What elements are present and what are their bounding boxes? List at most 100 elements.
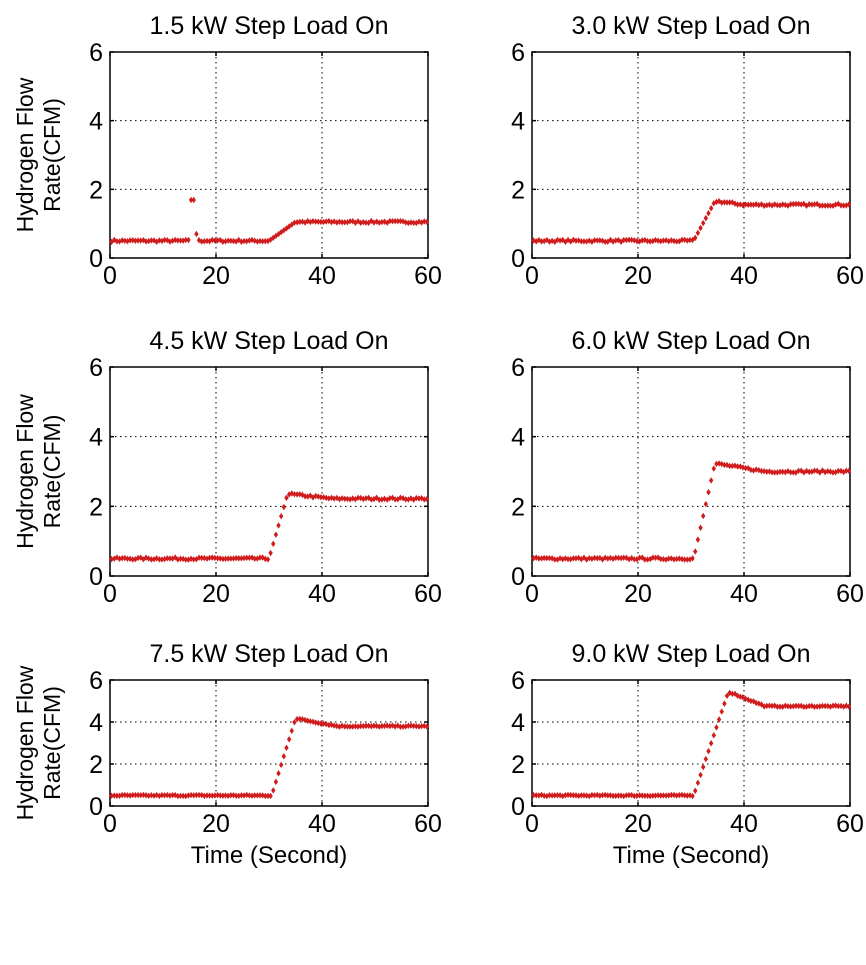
data-point: [751, 201, 756, 208]
data-point: [661, 237, 666, 244]
x-tick-label: 0: [525, 810, 539, 838]
data-point: [363, 722, 369, 730]
data-point: [759, 467, 764, 475]
data-point: [751, 698, 756, 705]
data-point: [719, 199, 724, 206]
data-point: [127, 792, 133, 799]
data-point: [756, 201, 762, 209]
data-point: [281, 503, 287, 511]
data-point: [804, 202, 809, 209]
data-point: [260, 238, 265, 245]
y-tick-label: 2: [511, 176, 525, 204]
data-point: [685, 237, 690, 244]
data-point: [557, 237, 563, 244]
y-tick-label: 2: [511, 493, 525, 521]
y-tick-label: 6: [89, 39, 103, 67]
data-point: [239, 792, 244, 799]
data-point: [565, 555, 571, 563]
x-tick-label: 20: [624, 580, 652, 608]
data-point: [387, 495, 393, 502]
data-point: [178, 237, 183, 244]
data-point: [284, 225, 289, 232]
data-point: [669, 237, 674, 244]
data-point: [284, 494, 289, 502]
data-point: [616, 792, 621, 799]
y-tick-label: 4: [511, 709, 525, 737]
data-point: [539, 555, 544, 562]
data-point: [764, 201, 769, 209]
data-point: [138, 791, 143, 799]
data-point: [146, 555, 151, 562]
data-point: [544, 554, 550, 562]
data-point: [130, 556, 135, 563]
data-point: [308, 718, 313, 725]
data-point: [775, 703, 780, 710]
data-point: [231, 237, 236, 245]
data-point: [804, 467, 809, 475]
data-point: [693, 787, 698, 794]
data-point: [748, 697, 754, 705]
data-point: [416, 495, 422, 502]
data-point: [159, 791, 165, 799]
data-point: [225, 555, 231, 562]
y-tick-label: 4: [511, 108, 525, 136]
data-point: [677, 555, 682, 562]
data-point: [632, 556, 637, 563]
data-point: [180, 555, 186, 563]
data-point: [597, 237, 603, 244]
x-tick-label: 40: [730, 580, 758, 608]
data-point: [793, 702, 799, 710]
data-point: [392, 496, 398, 503]
data-point: [677, 791, 682, 799]
data-point: [756, 700, 762, 707]
data-point: [825, 702, 830, 710]
data-point: [679, 791, 685, 799]
data-point: [135, 554, 141, 562]
data-point: [788, 703, 793, 710]
data-point: [223, 792, 228, 799]
data-point: [220, 792, 226, 799]
data-point: [738, 693, 743, 700]
data-point: [573, 792, 579, 799]
data-point: [600, 791, 605, 799]
data-point: [162, 236, 167, 244]
data-point: [188, 196, 194, 204]
data-point: [809, 702, 815, 710]
data-point: [223, 555, 228, 562]
y-tick-label: 0: [511, 563, 525, 591]
data-point: [579, 238, 584, 245]
data-point: [119, 791, 125, 799]
data-point: [406, 219, 411, 227]
data-point: [817, 202, 822, 209]
data-point: [165, 555, 170, 562]
data-point: [565, 236, 571, 244]
data-point: [175, 556, 181, 563]
data-point: [366, 722, 371, 730]
data-point: [414, 494, 419, 502]
data-point: [109, 792, 114, 799]
data-point: [167, 555, 173, 562]
data-point: [257, 237, 263, 245]
data-point: [292, 219, 297, 226]
data-point: [297, 491, 302, 498]
data-point: [645, 556, 650, 563]
data-point: [371, 722, 377, 729]
data-point: [722, 461, 727, 469]
data-point: [746, 201, 751, 208]
data-point: [210, 792, 215, 799]
data-point: [714, 460, 719, 468]
data-point: [233, 792, 239, 799]
y-axis-label-line1: Hydrogen Flow: [12, 665, 38, 820]
data-point: [730, 690, 735, 698]
data-point: [568, 555, 573, 563]
data-point: [316, 218, 321, 225]
data-point: [700, 763, 706, 771]
data-point: [637, 554, 642, 561]
data-points: [109, 196, 430, 246]
data-point: [587, 554, 592, 562]
data-point: [674, 555, 679, 563]
data-point: [820, 702, 825, 710]
data-point: [796, 200, 801, 208]
data-point: [265, 792, 271, 800]
data-point: [170, 555, 175, 562]
